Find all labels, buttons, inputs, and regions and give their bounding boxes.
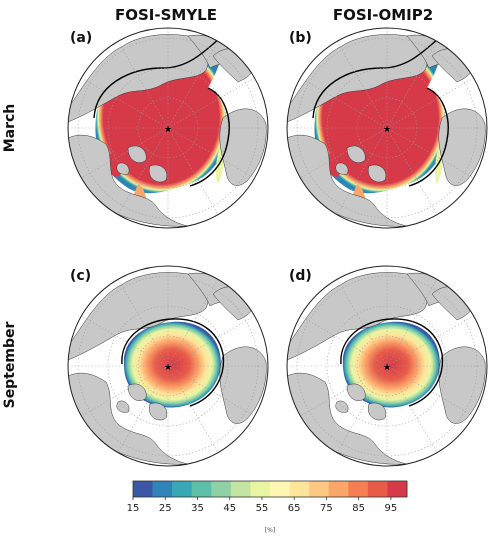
land-mass [467, 427, 477, 437]
observed-ice-edge [121, 318, 225, 407]
colorbar-swatches [133, 481, 408, 497]
land-mass [116, 400, 130, 413]
colorbar-swatch [387, 481, 408, 497]
graticule-meridian [81, 77, 255, 179]
land-mass [148, 164, 168, 183]
land-mass [148, 402, 168, 421]
colorbar-unit: [%] [265, 527, 275, 534]
graticule-latitude [77, 37, 259, 219]
graticule-meridian [300, 315, 474, 417]
graticule-meridian [117, 279, 219, 453]
sea-ice-east-greenland [434, 146, 443, 184]
colorbar-swatch [250, 481, 271, 497]
map-boundary [286, 27, 488, 229]
graticule-meridian [300, 315, 474, 417]
graticule-meridian [336, 41, 438, 215]
land-mass [248, 189, 258, 199]
pole-marker: ★ [164, 125, 172, 135]
graticule-meridian [117, 41, 219, 215]
colorbar-swatch [152, 481, 173, 497]
colorbar-ticks: 15 25 35 45 55 65 75 85 95 [127, 497, 398, 514]
graticule-meridian [300, 77, 474, 179]
land-mass [116, 162, 130, 175]
graticule-meridian [336, 279, 438, 453]
colorbar-swatch [270, 481, 290, 497]
colorbar-tick-label: 35 [191, 503, 204, 514]
land-mass [219, 346, 267, 424]
map-boundary [67, 265, 269, 467]
row-label-september: September [2, 322, 18, 409]
colorbar-tick-label: 95 [385, 503, 398, 514]
colorbar: 15 25 35 45 55 65 75 85 95 [%] [127, 480, 408, 534]
colorbar-tick-label: 45 [223, 503, 236, 514]
graticule-meridian [81, 315, 255, 417]
colorbar-tick-label: 85 [352, 503, 365, 514]
graticule-meridian [81, 315, 255, 417]
graticule-meridian [300, 77, 474, 179]
map-panel-4: ★ (d) [286, 265, 488, 467]
sea-ice-east-greenland [215, 146, 224, 184]
colorbar-tick-label: 25 [159, 503, 172, 514]
pole-marker: ★ [383, 363, 391, 373]
colorbar-swatch [230, 481, 251, 497]
graticule-meridian [336, 279, 438, 453]
land-mass [248, 427, 258, 437]
map-boundary [67, 27, 269, 229]
observed-ice-edge [312, 37, 449, 187]
panel-label: (b) [289, 30, 312, 46]
colorbar-tick-label: 65 [288, 503, 301, 514]
land-mass [68, 34, 209, 123]
observed-ice-edge [340, 318, 444, 407]
colorbar-frame [132, 480, 408, 498]
map-boundary [286, 265, 488, 467]
colorbar-swatch [348, 481, 369, 497]
column-title-1: FOSI-SMYLE [115, 6, 217, 24]
colorbar-tick-label: 15 [127, 503, 140, 514]
panel-label: (a) [70, 30, 92, 46]
graticule-meridian [117, 279, 219, 453]
map-panel-1: ★ (a) [67, 27, 269, 229]
pole-marker: ★ [383, 125, 391, 135]
column-title-2: FOSI-OMIP2 [333, 6, 433, 24]
map-panel-2: ★ (b) [286, 27, 488, 229]
land-mass [438, 346, 486, 424]
land-mass [287, 34, 428, 123]
colorbar-swatch [211, 481, 232, 497]
land-mass [367, 164, 387, 183]
colorbar-swatch [367, 481, 388, 497]
colorbar-swatch [133, 481, 153, 497]
colorbar-swatch [191, 481, 212, 497]
map-panels: ★ (a) ★ (b) ★ (c) ★ (d) [67, 27, 488, 467]
land-mass [335, 162, 349, 175]
row-label-march: March [2, 104, 18, 153]
panel-label: (d) [289, 268, 312, 284]
land-mass [287, 272, 428, 361]
colorbar-swatch [309, 481, 330, 497]
colorbar-swatch [289, 481, 310, 497]
land-mass [335, 400, 349, 413]
colorbar-swatch [328, 481, 349, 497]
colorbar-tick-label: 75 [320, 503, 333, 514]
graticule-meridian [81, 77, 255, 179]
colorbar-swatch [172, 481, 193, 497]
graticule-meridian [117, 41, 219, 215]
graticule-latitude [296, 275, 478, 457]
land-mass [68, 272, 209, 361]
map-panel-3: ★ (c) [67, 265, 269, 467]
pole-marker: ★ [164, 363, 172, 373]
land-mass [467, 189, 477, 199]
graticule-meridian [336, 41, 438, 215]
graticule-latitude [296, 37, 478, 219]
panel-label: (c) [70, 268, 91, 284]
land-mass [367, 402, 387, 421]
graticule-latitude [77, 275, 259, 457]
observed-ice-edge [93, 37, 230, 187]
colorbar-tick-label: 55 [256, 503, 269, 514]
